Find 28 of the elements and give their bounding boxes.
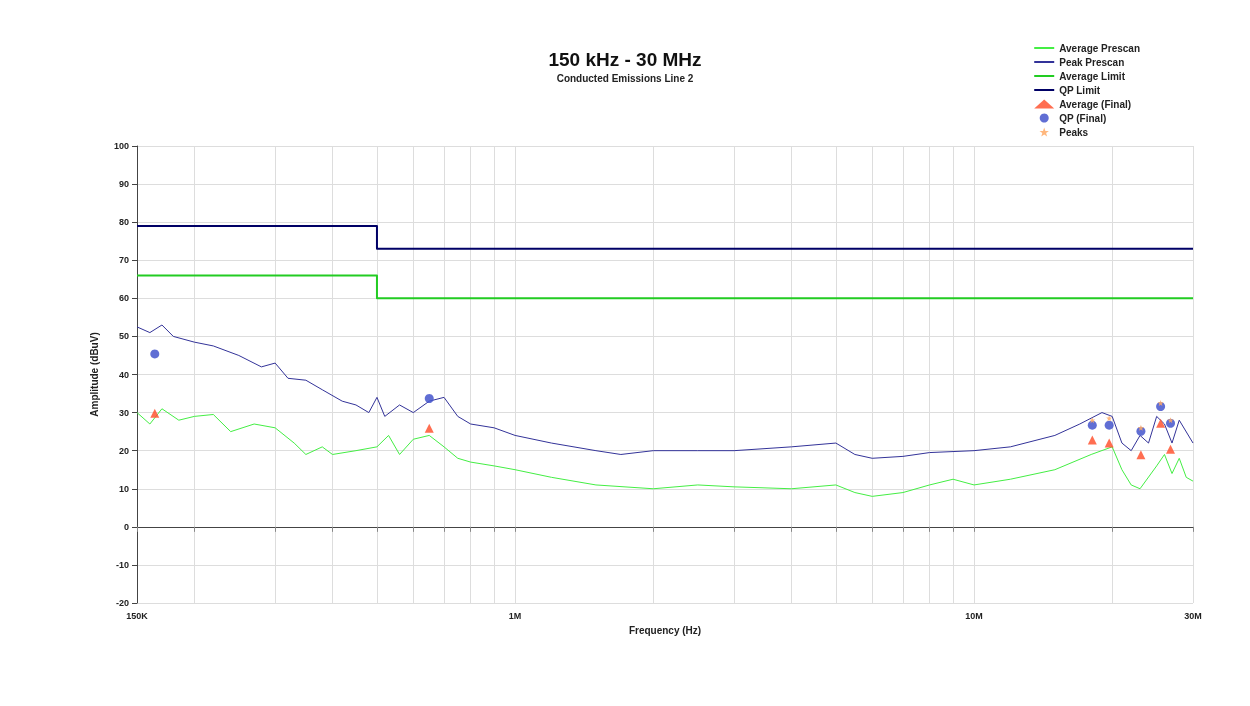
- y-tick-label: 0: [123, 521, 129, 532]
- legend-label: Average (Final): [1059, 98, 1132, 110]
- legend-label: QP Limit: [1059, 84, 1101, 96]
- y-tick-label: 40: [118, 369, 129, 380]
- legend-label: Average Prescan: [1059, 42, 1141, 54]
- y-tick-label: -10: [115, 559, 129, 570]
- y-tick-label: 70: [118, 255, 129, 266]
- y-tick-label: -20: [115, 598, 129, 608]
- y-tick-label: 20: [118, 445, 129, 456]
- legend-label: Peak Prescan: [1059, 56, 1125, 68]
- x-tick-label: 150K: [126, 610, 149, 621]
- y-tick-label: 100: [113, 141, 129, 151]
- legend-label: Peaks: [1059, 126, 1089, 138]
- x-tick-label: 1M: [508, 610, 522, 621]
- y-tick-label: 80: [118, 217, 129, 228]
- y-tick-label: 10: [118, 483, 129, 494]
- y-tick-label: 90: [118, 179, 129, 190]
- y-tick-label: 30: [118, 407, 129, 418]
- x-tick-label: 10M: [965, 610, 983, 621]
- y-axis-title: Amplitude (dBuV): [88, 332, 100, 417]
- x-axis-title: Frequency (Hz): [628, 624, 702, 636]
- chart-subtitle: Conducted Emissions Line 2: [556, 72, 694, 84]
- legend-label: QP (Final): [1059, 112, 1107, 124]
- x-tick-label: 30M: [1184, 610, 1202, 621]
- legend-label: Average Limit: [1059, 70, 1126, 82]
- chart-title: 150 kHz - 30 MHz: [548, 49, 702, 70]
- y-tick-label: 60: [118, 293, 129, 304]
- y-tick-label: 50: [118, 331, 129, 342]
